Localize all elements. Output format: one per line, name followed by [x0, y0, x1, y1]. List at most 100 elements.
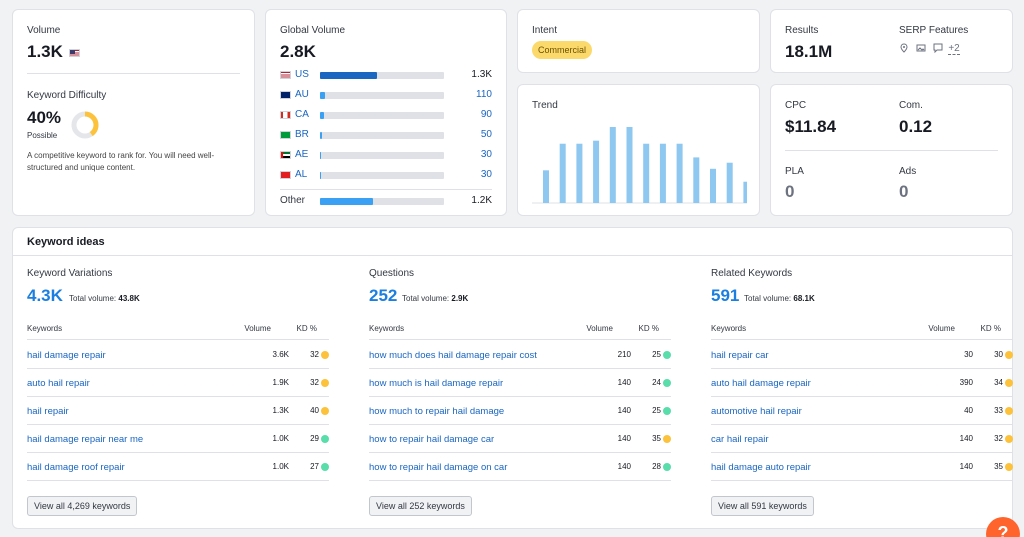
global-volume-row-al: AL 30 [280, 168, 492, 182]
trend-bar[interactable] [726, 162, 733, 203]
ads-label: Ads [899, 166, 917, 177]
keyword-volume: 30 [964, 350, 973, 359]
al-flag-icon [280, 171, 291, 179]
view-all-keywords-button[interactable]: View all 4,269 keywords [27, 496, 138, 516]
keyword-row: how much is hail damage repair 140 24 [369, 369, 671, 397]
country-code[interactable]: US [295, 69, 309, 80]
keyword-kd: 35 [994, 462, 1003, 471]
keyword-link[interactable]: hail damage repair near me [27, 434, 144, 445]
view-all-keywords-button[interactable]: View all 252 keywords [369, 496, 472, 516]
trend-bar[interactable] [609, 127, 616, 203]
keyword-link[interactable]: automotive hail repair [711, 406, 802, 417]
keyword-row: hail repair 1.3K 40 [27, 397, 329, 425]
help-button[interactable]: ? [986, 517, 1020, 537]
trend-bar[interactable] [559, 143, 566, 203]
volume-value: 1.3K [27, 42, 63, 61]
trend-bar[interactable] [626, 127, 633, 203]
trend-bar[interactable] [676, 143, 683, 203]
trend-bar[interactable] [659, 143, 666, 203]
volume-bar [320, 152, 444, 159]
keyword-row: auto hail repair 1.9K 32 [27, 369, 329, 397]
volume-bar [320, 132, 444, 139]
country-volume[interactable]: 50 [480, 129, 492, 140]
keyword-link[interactable]: auto hail repair [27, 378, 90, 389]
volume-value-row: 1.3K [27, 42, 81, 62]
global-volume-divider [280, 189, 492, 190]
country-volume[interactable]: 30 [480, 149, 492, 160]
keyword-link[interactable]: hail repair [27, 406, 69, 417]
keyword-link[interactable]: hail damage auto repair [711, 462, 811, 473]
trend-bar[interactable] [710, 168, 716, 203]
trend-bar[interactable] [576, 143, 583, 203]
column-count[interactable]: 4.3K [27, 286, 63, 305]
difficulty-description: A competitive keyword to rank for. You w… [27, 151, 215, 172]
keyword-ideas-divider [13, 255, 1012, 256]
keyword-row: how much to repair hail damage 140 25 [369, 397, 671, 425]
keyword-kd: 32 [310, 378, 319, 387]
country-volume[interactable]: 90 [480, 109, 492, 120]
kd-header: KD % [638, 324, 659, 333]
difficulty-ring [71, 111, 99, 139]
keyword-kd: 25 [652, 350, 661, 359]
trend-bar[interactable] [743, 181, 747, 203]
total-volume-value: 43.8K [118, 294, 140, 303]
keyword-column-1: Questions 252 Total volume: 2.9K Keywords Vo… [369, 268, 671, 516]
keyword-ideas-card: Keyword ideas [12, 227, 1013, 529]
keyword-link[interactable]: how much to repair hail damage [369, 406, 505, 417]
global-volume-row-ca: CA 90 [280, 108, 492, 122]
kd-indicator-dot [321, 351, 329, 359]
kd-indicator-dot [1005, 463, 1013, 471]
volume-divider [27, 73, 240, 74]
country-code[interactable]: CA [295, 109, 309, 120]
keyword-volume: 1.9K [272, 378, 289, 387]
image-icon [916, 44, 926, 52]
trend-bar[interactable] [593, 140, 600, 203]
keyword-link[interactable]: car hail repair [711, 434, 769, 445]
trend-bar[interactable] [543, 170, 549, 203]
keyword-link[interactable]: how to repair hail damage on car [369, 462, 508, 473]
keyword-link[interactable]: how much is hail damage repair [369, 378, 504, 389]
keyword-row: hail damage roof repair 1.0K 27 [27, 453, 329, 481]
serp-more[interactable]: +2 [948, 43, 960, 55]
keyword-link[interactable]: how to repair hail damage car [369, 434, 495, 445]
keyword-link[interactable]: how much does hail damage repair cost [369, 350, 537, 361]
cpc-card: CPC $11.84 Com. 0.12 PLA 0 Ads 0 [770, 84, 1013, 216]
global-volume-label: Global Volume [280, 25, 346, 36]
difficulty-status: Possible [27, 131, 58, 140]
keyword-row: auto hail damage repair 390 34 [711, 369, 1013, 397]
country-code[interactable]: AL [295, 169, 308, 180]
country-code[interactable]: AE [295, 149, 309, 160]
volume-label: Volume [27, 25, 61, 36]
country-code[interactable]: AU [295, 89, 309, 100]
country-volume[interactable]: 1.3K [471, 69, 492, 80]
global-volume-row-ae: AE 30 [280, 148, 492, 162]
view-all-keywords-button[interactable]: View all 591 keywords [711, 496, 814, 516]
column-count[interactable]: 252 [369, 286, 398, 305]
country-volume[interactable]: 30 [480, 169, 492, 180]
volume-bar [320, 72, 444, 79]
keyword-link[interactable]: auto hail damage repair [711, 378, 811, 389]
country-code[interactable]: BR [295, 129, 309, 140]
global-volume-value: 2.8K [280, 42, 316, 61]
kd-indicator-dot [321, 379, 329, 387]
keyword-link[interactable]: hail damage roof repair [27, 462, 125, 473]
br-flag-icon [280, 131, 291, 139]
total-volume: Total volume: 43.8K [69, 294, 140, 303]
keyword-volume: 140 [617, 434, 631, 443]
column-count[interactable]: 591 [711, 286, 740, 305]
keyword-volume: 140 [959, 434, 973, 443]
kd-header: KD % [980, 324, 1001, 333]
trend-bar[interactable] [693, 157, 700, 203]
volume-bar [320, 112, 444, 119]
keywords-header: Keywords [27, 324, 63, 333]
volume-bar [320, 92, 444, 99]
kd-indicator-dot [321, 463, 329, 471]
keyword-volume: 40 [964, 406, 973, 415]
trend-bar[interactable] [643, 143, 650, 203]
column-title: Questions [369, 268, 415, 279]
volume-header: Volume [244, 324, 271, 333]
country-volume[interactable]: 110 [476, 89, 492, 100]
total-volume-label: Total volume: [402, 294, 450, 303]
keyword-link[interactable]: hail repair car [711, 350, 769, 361]
keyword-link[interactable]: hail damage repair [27, 350, 106, 361]
